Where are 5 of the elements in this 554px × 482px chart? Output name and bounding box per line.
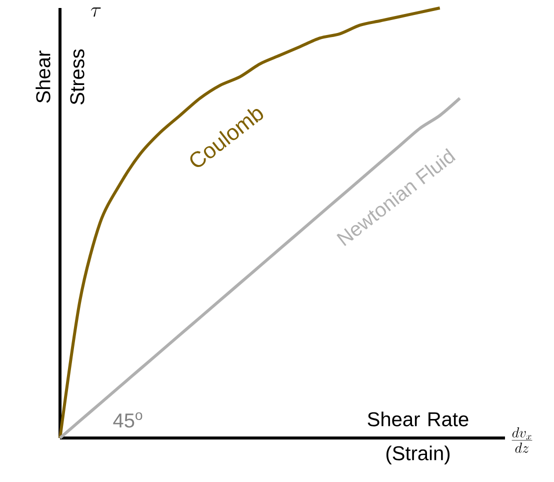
y-axis-title: Shear Stress: [36, 49, 84, 104]
annotation: $\tau$: [90, 8, 101, 17]
x-axis-title: Shear Rate (Strain): [368, 412, 468, 464]
annotation: 45$^{o}$: [113, 412, 142, 428]
text: $\frac{dv_x}{dz}$: [512, 427, 532, 453]
